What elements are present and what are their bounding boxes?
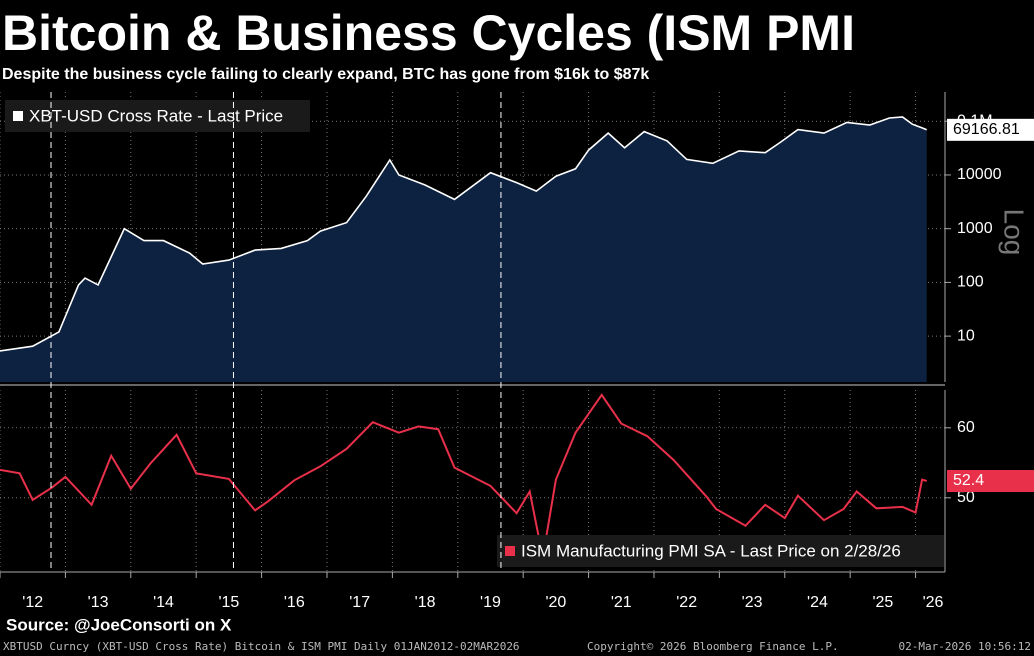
x-tick-label: '24 (807, 594, 828, 611)
legend-label: ISM Manufacturing PMI SA - Last Price on… (521, 541, 901, 560)
last-value-label: 52.4 (953, 472, 984, 489)
footer-center: Copyright© 2026 Bloomberg Finance L.P. (587, 640, 839, 653)
x-tick-label: '12 (22, 594, 43, 611)
x-tick-label: '19 (480, 594, 501, 611)
y-tick-label: 60 (957, 419, 975, 436)
last-value-label: 69166.81 (953, 121, 1020, 138)
legend-swatch (13, 111, 23, 121)
x-tick-label: '21 (611, 594, 632, 611)
legend-label: XBT-USD Cross Rate - Last Price (29, 106, 283, 125)
y-tick-label: 1000 (957, 220, 993, 237)
x-tick-label: '13 (88, 594, 109, 611)
line (0, 116, 928, 352)
x-tick-label: '20 (545, 594, 566, 611)
footer-right: 02-Mar-2026 10:56:12 (899, 640, 1031, 653)
x-tick-label: '17 (349, 594, 370, 611)
y-tick-label: 10000 (957, 166, 1002, 183)
area (0, 117, 927, 382)
y-tick-label: 10 (957, 327, 975, 344)
legend-box (5, 100, 310, 132)
y-tick-label: 50 (957, 489, 975, 506)
x-tick-label: '23 (742, 594, 763, 611)
x-tick-label: '26 (923, 594, 944, 611)
legend-box (497, 535, 944, 567)
x-tick-label: '14 (153, 594, 174, 611)
x-tick-label: '25 (872, 594, 893, 611)
x-tick-label: '16 (284, 594, 305, 611)
chart-title: Bitcoin & Business Cycles (ISM PMI (2, 5, 855, 61)
y-tick-label: 100 (957, 274, 984, 291)
x-tick-label: '22 (676, 594, 697, 611)
source: Source: @JoeConsorti on X (6, 615, 232, 634)
legend-swatch (505, 546, 515, 556)
footer-left: XBTUSD Curncy (XBT-USD Cross Rate) Bitco… (3, 640, 520, 653)
last-value-tag (947, 118, 1034, 141)
axis-note: Log (999, 209, 1030, 256)
line (0, 393, 927, 558)
chart-subtitle: Despite the business cycle failing to cl… (2, 66, 649, 83)
x-tick-label: '18 (415, 594, 436, 611)
last-value-tag (947, 470, 1034, 492)
x-tick-label: '15 (218, 594, 239, 611)
